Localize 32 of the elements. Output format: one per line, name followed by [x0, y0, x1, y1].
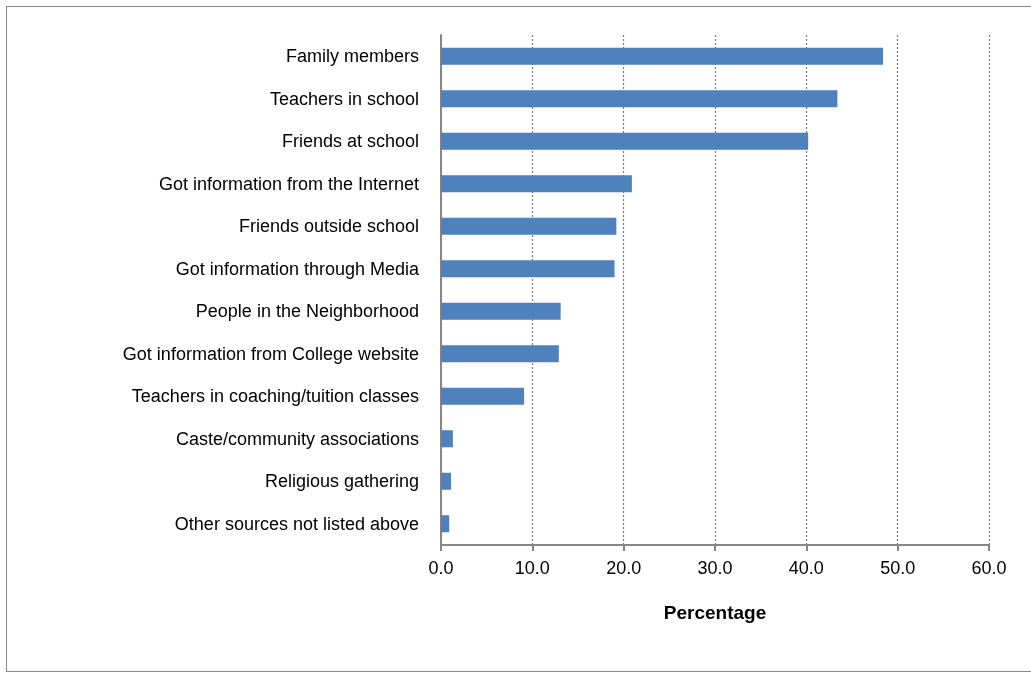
y-tick-label: Other sources not listed above: [174, 513, 419, 534]
x-axis-title: Percentage: [663, 602, 767, 623]
bar: [441, 345, 559, 363]
y-tick-label: Religious gathering: [264, 471, 419, 492]
y-tick-label: Teachers in school: [269, 88, 419, 109]
bar: [441, 132, 809, 150]
x-tick-label: 20.0: [606, 558, 642, 578]
bar: [441, 260, 615, 278]
y-tick-label: Friends outside school: [238, 216, 419, 237]
y-tick-label: Teachers in coaching/tuition classes: [131, 386, 419, 407]
bar: [441, 302, 561, 320]
bar: [441, 90, 838, 108]
x-tick-label: 40.0: [788, 558, 824, 578]
bar: [441, 217, 617, 235]
bar: [441, 175, 632, 193]
y-tick-label: Friends at school: [281, 131, 419, 152]
bar: [441, 472, 452, 490]
x-tick-label: 30.0: [697, 558, 733, 578]
y-tick-label: Family members: [285, 46, 419, 67]
bar: [441, 430, 453, 448]
y-tick-label: Got information through Media: [175, 258, 420, 279]
bar: [441, 47, 884, 65]
y-tick-label: People in the Neighborhood: [195, 301, 419, 322]
y-tick-label: Caste/community associations: [175, 428, 419, 449]
bar: [441, 387, 525, 405]
x-tick-label: 10.0: [514, 558, 550, 578]
x-tick-label: 60.0: [971, 558, 1007, 578]
bar: [441, 515, 450, 533]
x-tick-label: 50.0: [880, 558, 916, 578]
y-tick-label: Got information from the Internet: [158, 173, 419, 194]
y-tick-label: Got information from College website: [122, 343, 419, 364]
x-tick-label: 0.0: [428, 558, 454, 578]
